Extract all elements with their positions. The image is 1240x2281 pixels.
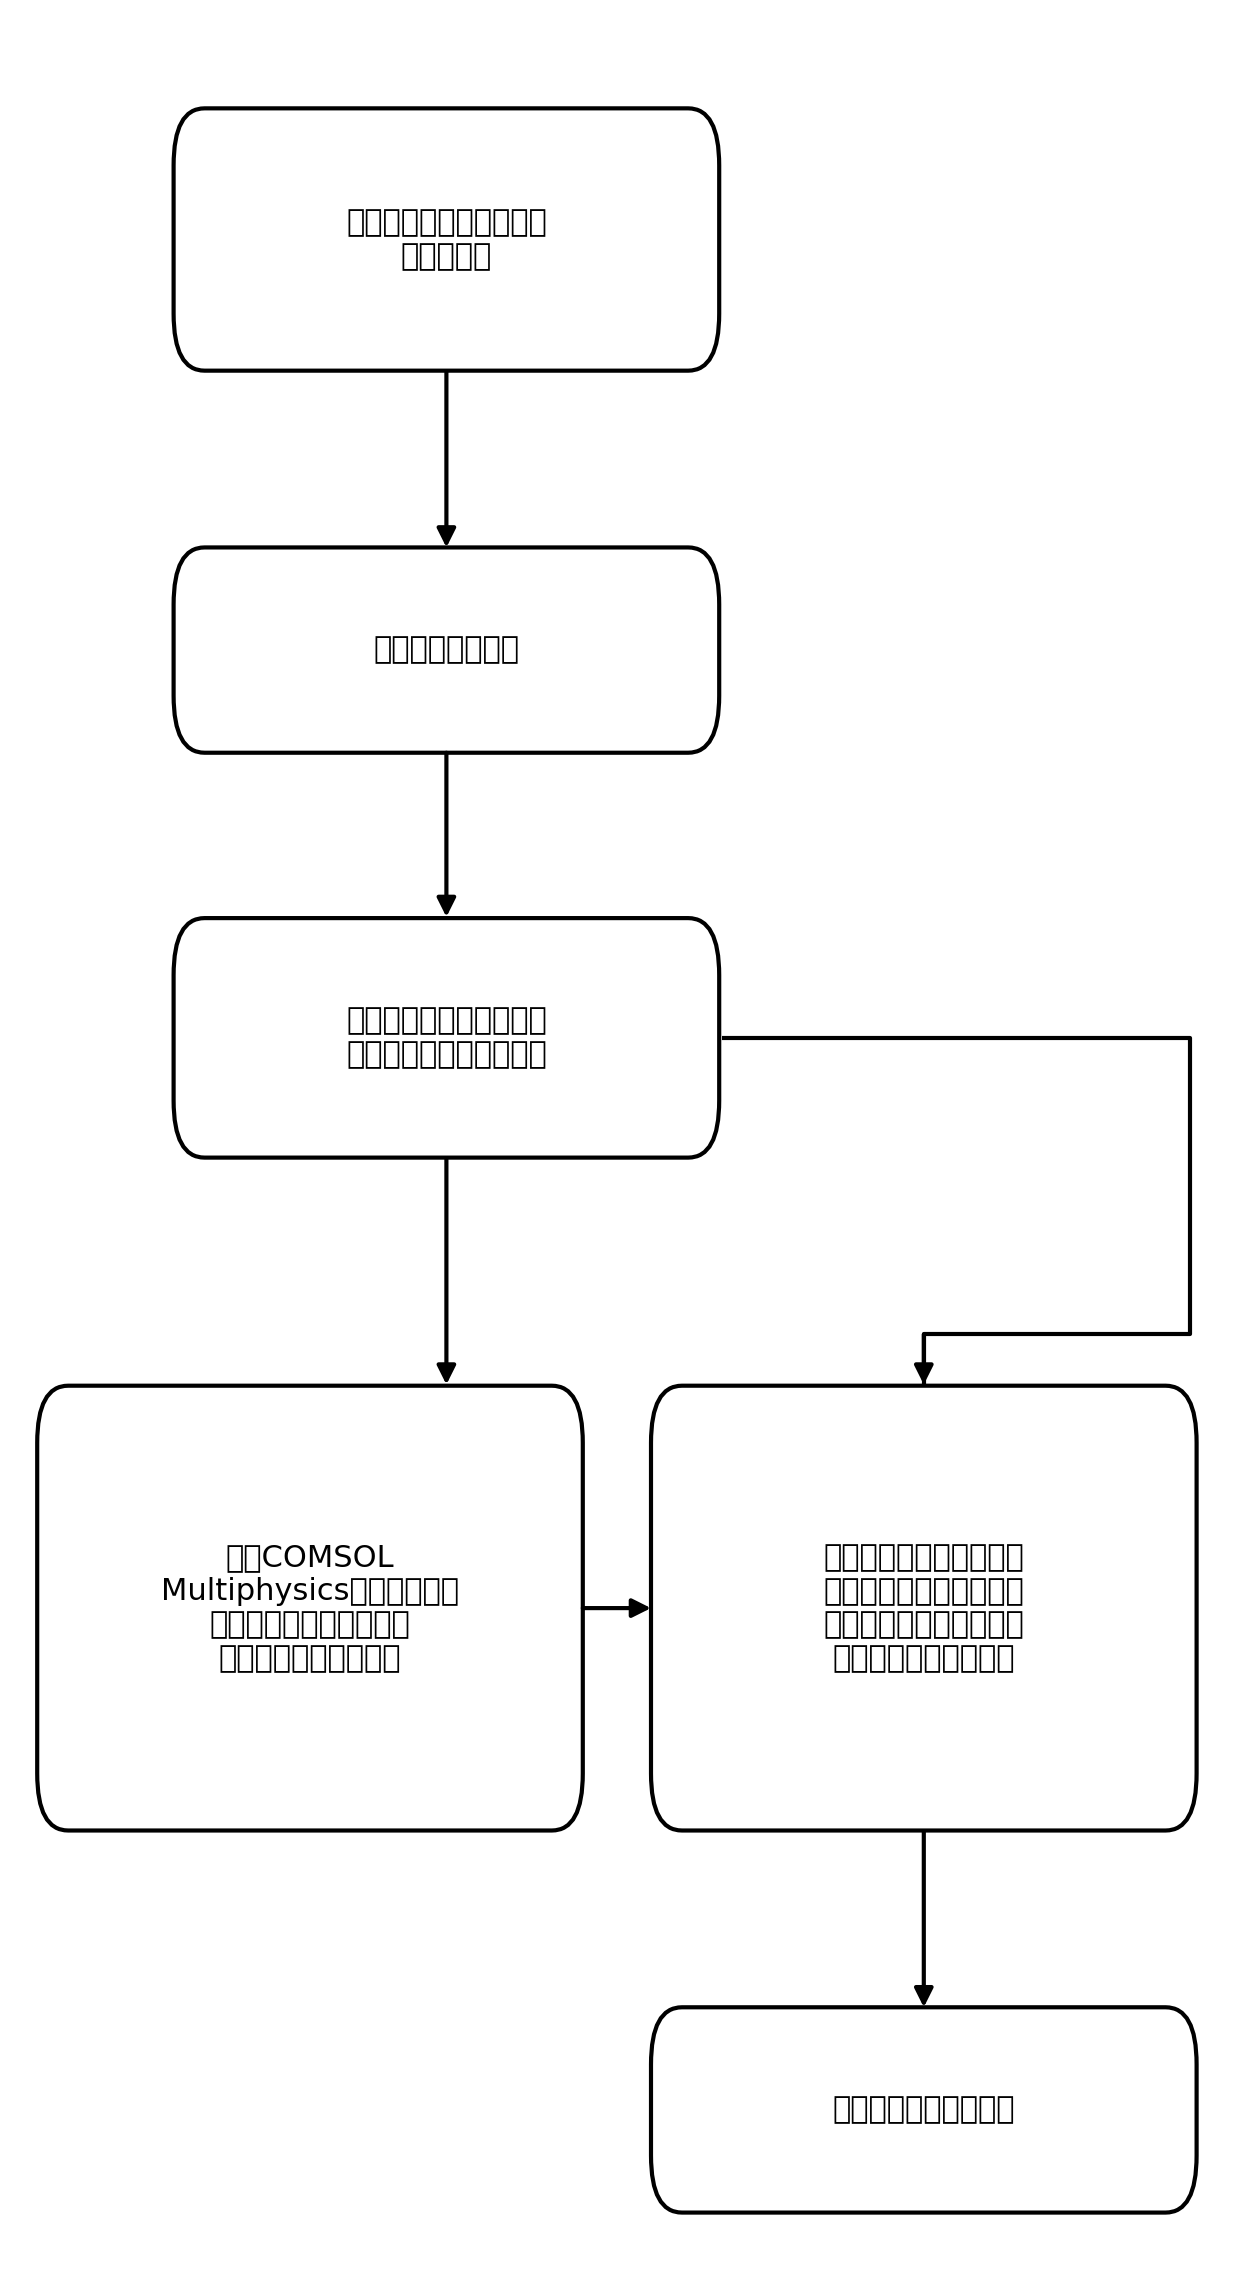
- Text: 将各解模糊方法得到的空
调降温方案及其对应的仿
真结果数据作为深度生成
模型的输入，进行推断: 将各解模糊方法得到的空 调降温方案及其对应的仿 真结果数据作为深度生成 模型的输…: [823, 1544, 1024, 1672]
- Text: 确定模糊控制规则: 确定模糊控制规则: [373, 636, 520, 664]
- FancyBboxPatch shape: [651, 1387, 1197, 1829]
- FancyBboxPatch shape: [174, 547, 719, 753]
- FancyBboxPatch shape: [651, 2007, 1197, 2213]
- FancyBboxPatch shape: [37, 1387, 583, 1829]
- Text: 确定输入输出语言变量及
其求属函数: 确定输入输出语言变量及 其求属函数: [346, 208, 547, 271]
- Text: 输出空调优化制冷方案: 输出空调优化制冷方案: [832, 2096, 1016, 2124]
- FancyBboxPatch shape: [174, 917, 719, 1156]
- FancyBboxPatch shape: [174, 107, 719, 370]
- Text: 使用COMSOL
Multiphysics仿真对设备进
行模拟降温分析，得到降
温过程数据和效果指标: 使用COMSOL Multiphysics仿真对设备进 行模拟降温分析，得到降 …: [161, 1544, 459, 1672]
- Text: 采用不同的解模糊方法输
出得到不同空调降温方案: 采用不同的解模糊方法输 出得到不同空调降温方案: [346, 1006, 547, 1070]
